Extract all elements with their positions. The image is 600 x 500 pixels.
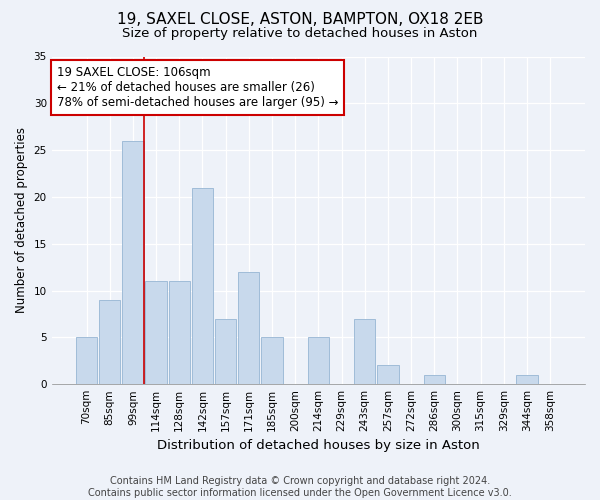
- Text: 19 SAXEL CLOSE: 106sqm
← 21% of detached houses are smaller (26)
78% of semi-det: 19 SAXEL CLOSE: 106sqm ← 21% of detached…: [57, 66, 338, 110]
- Y-axis label: Number of detached properties: Number of detached properties: [15, 128, 28, 314]
- Bar: [424, 375, 445, 384]
- Bar: [238, 272, 259, 384]
- Text: Contains HM Land Registry data © Crown copyright and database right 2024.
Contai: Contains HM Land Registry data © Crown c…: [88, 476, 512, 498]
- Text: Size of property relative to detached houses in Aston: Size of property relative to detached ho…: [122, 28, 478, 40]
- Bar: [192, 188, 213, 384]
- X-axis label: Distribution of detached houses by size in Aston: Distribution of detached houses by size …: [157, 440, 480, 452]
- Bar: [99, 300, 121, 384]
- Bar: [215, 318, 236, 384]
- Text: 19, SAXEL CLOSE, ASTON, BAMPTON, OX18 2EB: 19, SAXEL CLOSE, ASTON, BAMPTON, OX18 2E…: [117, 12, 483, 28]
- Bar: [354, 318, 376, 384]
- Bar: [169, 281, 190, 384]
- Bar: [122, 141, 143, 384]
- Bar: [145, 281, 167, 384]
- Bar: [262, 338, 283, 384]
- Bar: [377, 366, 398, 384]
- Bar: [76, 338, 97, 384]
- Bar: [308, 338, 329, 384]
- Bar: [516, 375, 538, 384]
